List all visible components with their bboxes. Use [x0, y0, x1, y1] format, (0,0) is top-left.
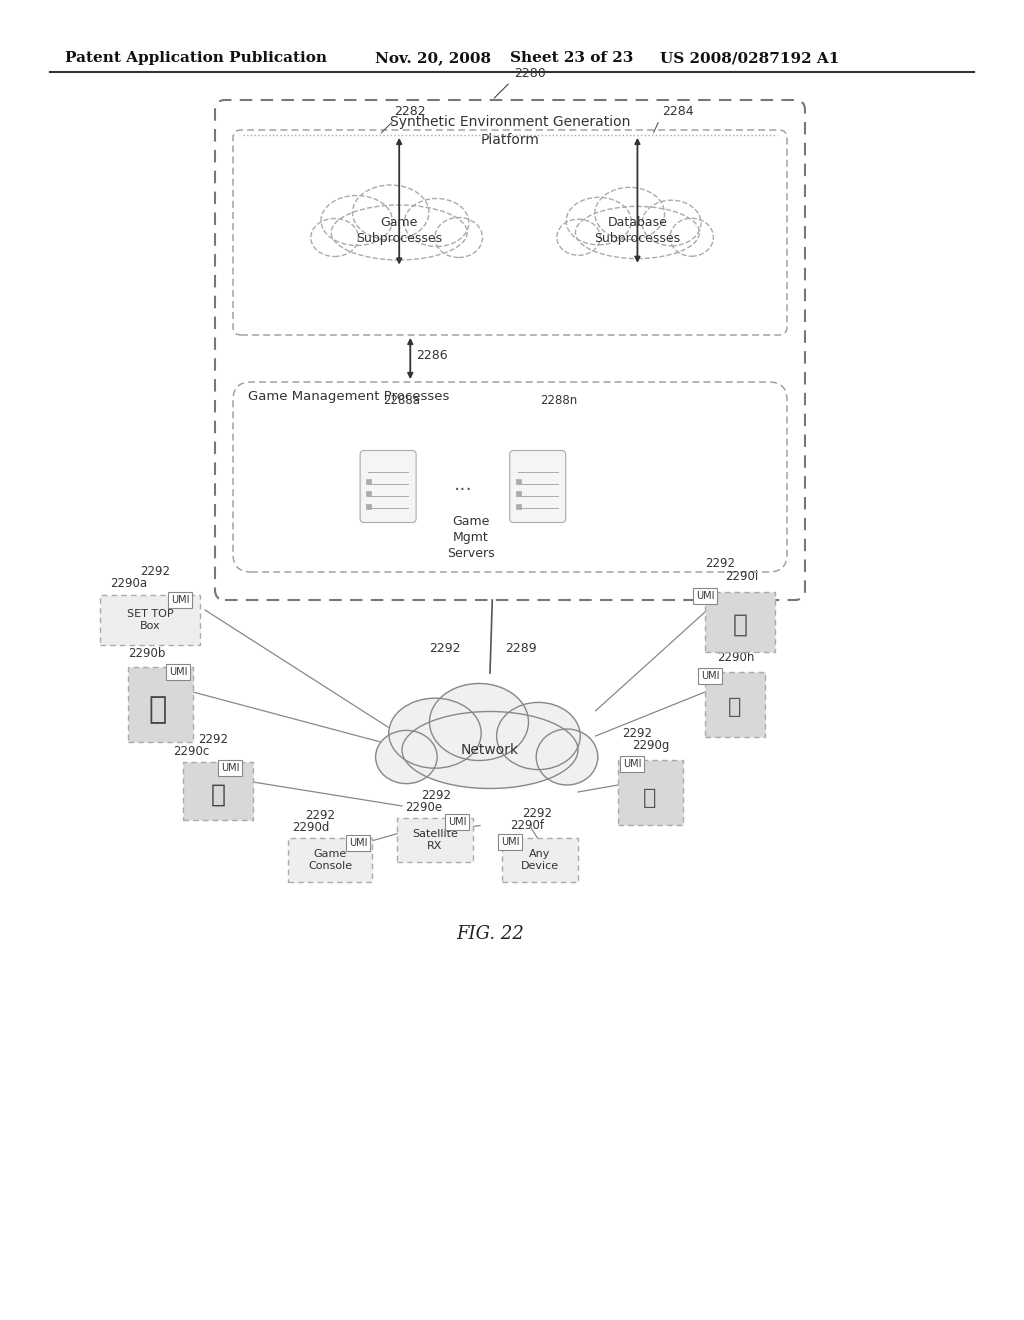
- Text: 2290d: 2290d: [292, 821, 330, 834]
- Text: 2290c: 2290c: [173, 744, 209, 758]
- FancyBboxPatch shape: [510, 450, 565, 523]
- Text: UMI: UMI: [501, 837, 519, 847]
- Text: 2290h: 2290h: [717, 651, 755, 664]
- Ellipse shape: [497, 702, 581, 770]
- FancyBboxPatch shape: [502, 838, 578, 882]
- Ellipse shape: [321, 195, 392, 246]
- FancyBboxPatch shape: [516, 479, 520, 484]
- Text: 2292: 2292: [198, 733, 228, 746]
- FancyBboxPatch shape: [618, 760, 683, 825]
- Ellipse shape: [352, 185, 429, 240]
- FancyBboxPatch shape: [183, 762, 253, 820]
- Text: Game Management Processes: Game Management Processes: [248, 389, 450, 403]
- Text: FIG. 22: FIG. 22: [456, 925, 524, 942]
- Text: 2290a: 2290a: [110, 577, 147, 590]
- Text: 2292: 2292: [163, 635, 193, 648]
- Text: Game
Subprocesses: Game Subprocesses: [356, 216, 442, 246]
- Text: 2292: 2292: [705, 557, 735, 570]
- Text: 📱: 📱: [148, 696, 167, 725]
- Text: 2288a: 2288a: [383, 393, 420, 407]
- Text: 2292: 2292: [522, 807, 552, 820]
- Ellipse shape: [376, 730, 437, 784]
- Text: UMI: UMI: [221, 763, 240, 774]
- Text: Patent Application Publication: Patent Application Publication: [65, 51, 327, 65]
- Text: 2292: 2292: [305, 809, 335, 822]
- Text: SET TOP
Box: SET TOP Box: [127, 609, 173, 631]
- FancyBboxPatch shape: [100, 595, 200, 645]
- Text: Any
Device: Any Device: [521, 849, 559, 871]
- FancyBboxPatch shape: [288, 838, 372, 882]
- Text: 2292: 2292: [140, 565, 170, 578]
- FancyBboxPatch shape: [367, 503, 371, 508]
- Text: 2290e: 2290e: [406, 801, 442, 814]
- FancyBboxPatch shape: [128, 667, 193, 742]
- Ellipse shape: [642, 201, 701, 246]
- Text: 2286: 2286: [417, 348, 447, 362]
- Ellipse shape: [595, 187, 665, 240]
- Ellipse shape: [435, 218, 482, 257]
- Ellipse shape: [311, 219, 358, 256]
- Text: UMI: UMI: [700, 671, 719, 681]
- Text: Synthetic Environment Generation
Platform: Synthetic Environment Generation Platfor…: [390, 115, 630, 148]
- Text: 2292: 2292: [622, 727, 652, 741]
- Text: Sheet 23 of 23: Sheet 23 of 23: [510, 51, 634, 65]
- Text: Game
Console: Game Console: [308, 849, 352, 871]
- Ellipse shape: [566, 198, 631, 244]
- FancyBboxPatch shape: [397, 818, 473, 862]
- FancyBboxPatch shape: [367, 491, 371, 496]
- Ellipse shape: [402, 711, 578, 788]
- Text: 2292: 2292: [707, 639, 737, 652]
- Ellipse shape: [670, 218, 714, 256]
- Text: 2292: 2292: [429, 643, 461, 655]
- Text: Network: Network: [461, 743, 519, 756]
- FancyBboxPatch shape: [360, 450, 416, 523]
- Text: 2290b: 2290b: [128, 647, 165, 660]
- Text: Satellite
RX: Satellite RX: [412, 829, 458, 851]
- Text: 📺: 📺: [732, 612, 748, 638]
- Text: 🖥: 🖥: [211, 783, 225, 807]
- Ellipse shape: [429, 684, 528, 760]
- Text: 2292: 2292: [421, 789, 451, 803]
- FancyBboxPatch shape: [367, 479, 371, 484]
- Text: 2290g: 2290g: [632, 739, 670, 752]
- Text: US 2008/0287192 A1: US 2008/0287192 A1: [660, 51, 840, 65]
- Ellipse shape: [575, 206, 699, 259]
- FancyBboxPatch shape: [516, 503, 520, 508]
- Text: 📟: 📟: [728, 697, 741, 717]
- Text: UMI: UMI: [695, 591, 715, 601]
- Text: 2284: 2284: [663, 106, 694, 117]
- Text: Game
Mgmt
Servers: Game Mgmt Servers: [447, 515, 495, 560]
- Ellipse shape: [537, 729, 598, 785]
- Text: Nov. 20, 2008: Nov. 20, 2008: [375, 51, 492, 65]
- Text: UMI: UMI: [349, 838, 368, 847]
- Text: Database
Subprocesses: Database Subprocesses: [594, 216, 681, 246]
- Text: UMI: UMI: [447, 817, 466, 828]
- Text: 2289: 2289: [505, 643, 537, 655]
- Ellipse shape: [331, 205, 467, 260]
- Text: 2290f: 2290f: [510, 818, 544, 832]
- FancyBboxPatch shape: [516, 491, 520, 496]
- Ellipse shape: [557, 219, 600, 255]
- Text: 2282: 2282: [394, 106, 426, 117]
- Text: UMI: UMI: [169, 667, 187, 677]
- Text: ...: ...: [454, 475, 472, 494]
- Text: 2290i: 2290i: [725, 570, 758, 583]
- Text: 2288n: 2288n: [540, 393, 577, 407]
- FancyBboxPatch shape: [705, 591, 775, 652]
- Text: 📱: 📱: [643, 788, 656, 808]
- Text: UMI: UMI: [171, 595, 189, 605]
- Text: UMI: UMI: [623, 759, 641, 770]
- Text: 2280: 2280: [514, 67, 546, 81]
- Ellipse shape: [389, 698, 481, 768]
- Ellipse shape: [404, 198, 469, 247]
- FancyBboxPatch shape: [705, 672, 765, 737]
